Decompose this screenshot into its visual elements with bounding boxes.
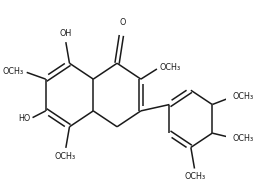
Text: OCH₃: OCH₃ bbox=[55, 152, 76, 161]
Text: HO: HO bbox=[18, 114, 30, 123]
Text: O: O bbox=[119, 18, 125, 28]
Text: OCH₃: OCH₃ bbox=[2, 67, 23, 76]
Text: OH: OH bbox=[59, 29, 71, 38]
Text: OCH₃: OCH₃ bbox=[185, 172, 206, 181]
Text: OCH₃: OCH₃ bbox=[160, 63, 181, 72]
Text: OCH₃: OCH₃ bbox=[233, 92, 254, 101]
Text: OCH₃: OCH₃ bbox=[233, 134, 254, 142]
